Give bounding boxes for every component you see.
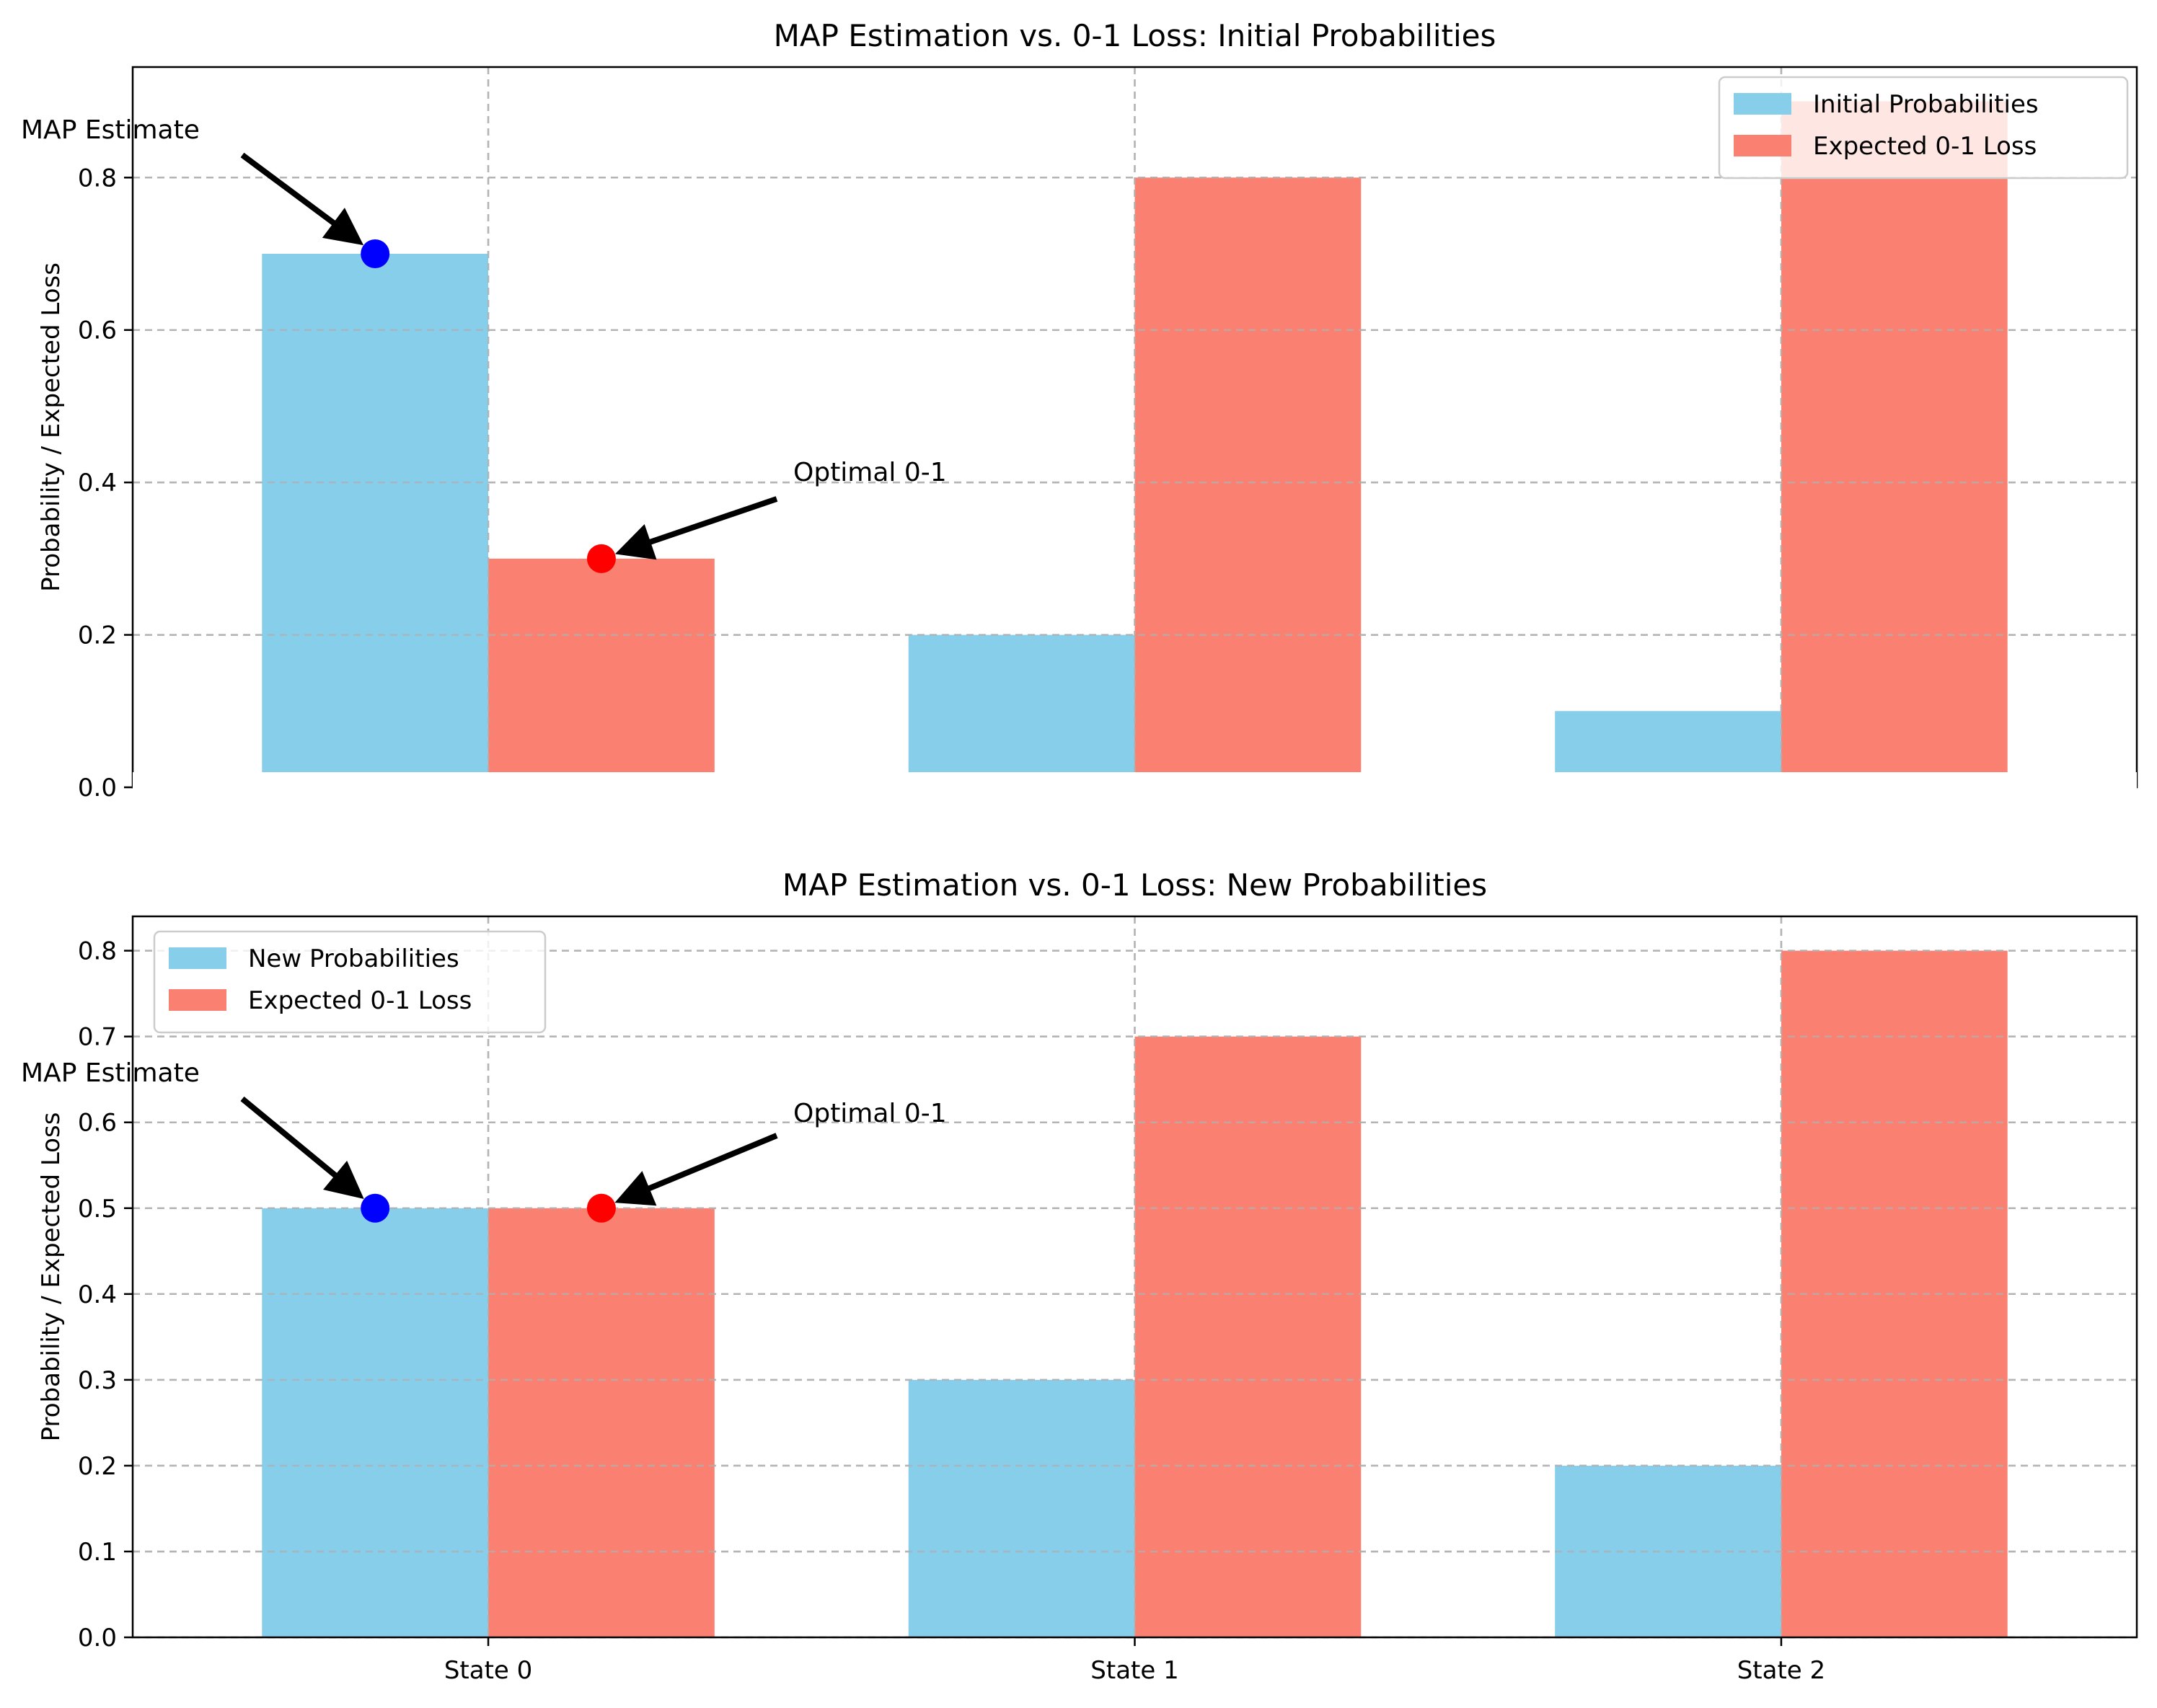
bar (488, 1208, 715, 1637)
legend-box (1718, 76, 2129, 180)
arrow-shaft (641, 496, 778, 548)
y-tick-label: 0.7 (78, 1023, 117, 1052)
legend-swatch (169, 947, 226, 969)
y-tick-label: 0.3 (78, 1366, 117, 1395)
legend-label: Initial Probabilities (1813, 90, 2039, 119)
bar (262, 254, 489, 787)
bar (908, 634, 1135, 787)
y-axis: 0.0 0.2 0.4 0.6 0.8 (78, 164, 133, 802)
y-tick-label: 0.8 (78, 164, 117, 193)
arrow-head (323, 1160, 364, 1200)
y-tick-label: 0.0 (78, 1624, 117, 1652)
y-axis: 0.0 0.1 0.2 0.3 0.4 0.5 0.6 0.7 0.8 (78, 937, 133, 1652)
bar (262, 1208, 489, 1637)
bar (908, 1379, 1135, 1637)
optimal-0-1-marker (586, 1193, 616, 1223)
annotation-optimal-0-1: Optimal 0-1 (793, 458, 947, 487)
arrow-head (322, 208, 364, 246)
y-tick-label: 0.4 (78, 1280, 117, 1309)
legend: Initial Probabilities Expected 0-1 Loss (1718, 76, 2129, 180)
y-axis-label: Probability / Expected Loss (37, 1112, 66, 1442)
bar (1781, 101, 2008, 788)
annotation-map-estimate: MAP Estimate (21, 1058, 200, 1088)
y-tick-label: 0.0 (78, 774, 117, 802)
legend-swatch (169, 989, 226, 1011)
legend: New Probabilities Expected 0-1 Loss (153, 930, 547, 1034)
optimal-0-1-marker (586, 544, 616, 573)
bar (488, 558, 715, 787)
bar (1134, 1036, 1362, 1637)
series-initial-probabilities (262, 254, 1781, 787)
map-estimate-marker (361, 1193, 390, 1223)
arrow-shaft (240, 152, 343, 231)
arrow-head (614, 524, 657, 560)
legend-label: New Probabilities (248, 944, 459, 973)
annotation-optimal-0-1: Optimal 0-1 (793, 1099, 947, 1128)
plot-top-mask (133, 772, 2137, 916)
map-estimate-marker (361, 239, 390, 268)
plot-top-mask (133, 0, 2137, 66)
x-axis: State 0 State 1 State 2 (444, 1637, 1825, 1685)
y-tick-label: 0.6 (78, 317, 117, 345)
legend-label: Expected 0-1 Loss (248, 986, 472, 1015)
annotations: MAP Estimate Optimal 0-1 (21, 115, 947, 573)
legend-box (153, 930, 547, 1034)
chart-new-probabilities: MAP Estimation vs. 0-1 Loss: New Probabi… (21, 772, 2138, 1685)
legend-swatch (1734, 135, 1791, 156)
legend-swatch (1734, 93, 1791, 115)
legend-label: Expected 0-1 Loss (1813, 132, 2037, 161)
x-tick-label: State 0 (444, 1656, 532, 1685)
y-tick-label: 0.6 (78, 1109, 117, 1138)
y-tick-label: 0.5 (78, 1195, 117, 1224)
x-tick-label: State 1 (1090, 1656, 1178, 1685)
arrow-head (614, 1171, 657, 1206)
series-expected-0-1-loss (488, 101, 2008, 788)
x-tick-label: State 2 (1737, 1656, 1825, 1685)
chart-initial-probabilities: MAP Estimation vs. 0-1 Loss: Initial Pro… (21, 0, 2138, 835)
y-axis-label: Probability / Expected Loss (37, 262, 66, 592)
arrow-shaft (240, 1096, 344, 1183)
annotation-map-estimate: MAP Estimate (21, 115, 200, 145)
chart-title-front: MAP Estimation vs. 0-1 Loss: New Probabi… (782, 867, 1487, 903)
y-tick-label: 0.4 (78, 469, 117, 497)
y-tick-label: 0.8 (78, 937, 117, 966)
chart-title-front: MAP Estimation vs. 0-1 Loss: Initial Pro… (774, 18, 1496, 53)
arrow-shaft (640, 1133, 778, 1195)
y-tick-label: 0.2 (78, 1452, 117, 1481)
annotations: MAP Estimate Optimal 0-1 (21, 1058, 947, 1223)
y-tick-label: 0.2 (78, 621, 117, 650)
y-tick-label: 0.1 (78, 1538, 117, 1567)
